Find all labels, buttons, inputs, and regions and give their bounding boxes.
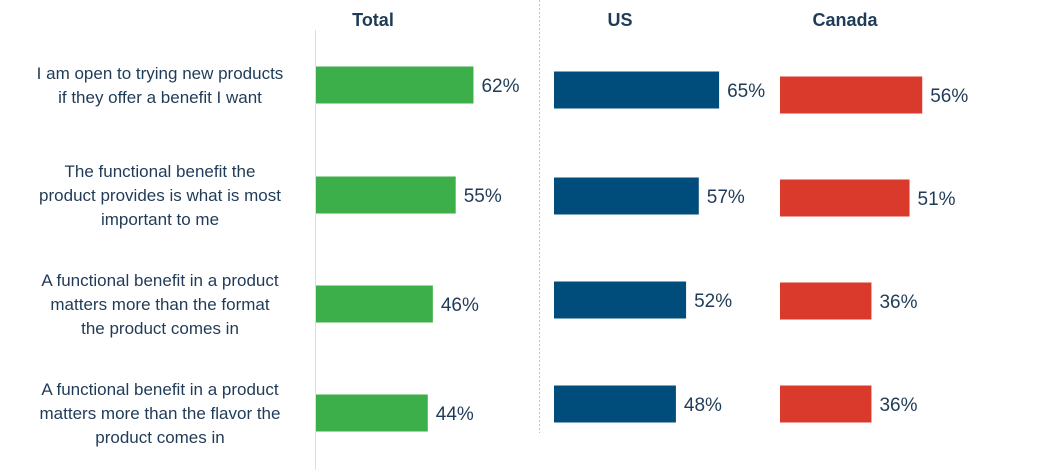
bar-total-3 bbox=[316, 285, 433, 323]
category-label-4-line-3: product comes in bbox=[95, 428, 224, 447]
value-label-canada-3: 36% bbox=[879, 292, 917, 313]
bar-total-2 bbox=[316, 176, 456, 214]
bar-canada-2 bbox=[780, 179, 910, 217]
category-label-1-line-2: if they offer a benefit I want bbox=[58, 88, 262, 107]
value-label-total-2: 55% bbox=[464, 186, 502, 207]
value-label-us-2: 57% bbox=[707, 187, 745, 208]
category-label-4-line-2: matters more than the flavor the bbox=[40, 404, 281, 423]
category-label-2-line-1: The functional benefit the bbox=[65, 162, 256, 181]
bar-us-2 bbox=[554, 177, 699, 215]
header-us: US bbox=[607, 10, 632, 30]
bar-us-1 bbox=[554, 71, 720, 109]
value-label-total-3: 46% bbox=[441, 295, 479, 316]
category-label-2-line-2: product provides is what is most bbox=[39, 186, 281, 205]
category-label-4-line-1: A functional benefit in a product bbox=[41, 380, 278, 399]
category-label-3-line-3: the product comes in bbox=[81, 319, 239, 338]
value-label-canada-1: 56% bbox=[930, 86, 968, 107]
category-label-1-line-1: I am open to trying new products bbox=[37, 64, 284, 83]
category-label-3-line-1: A functional benefit in a product bbox=[41, 271, 278, 290]
bar-total-4 bbox=[316, 394, 428, 432]
bar-canada-4 bbox=[780, 385, 872, 423]
header-total: Total bbox=[352, 10, 394, 30]
value-label-us-3: 52% bbox=[694, 291, 732, 312]
bar-canada-1 bbox=[780, 76, 923, 114]
value-label-canada-4: 36% bbox=[879, 395, 917, 416]
category-label-3-line-2: matters more than the format bbox=[50, 295, 269, 314]
value-label-us-4: 48% bbox=[684, 395, 722, 416]
header-canada: Canada bbox=[812, 10, 878, 30]
category-label-2-line-3: important to me bbox=[101, 210, 219, 229]
bar-us-4 bbox=[554, 385, 676, 423]
value-label-total-4: 44% bbox=[436, 404, 474, 425]
bar-us-3 bbox=[554, 281, 687, 319]
value-label-total-1: 62% bbox=[481, 76, 519, 97]
bar-total-1 bbox=[316, 66, 474, 104]
bar-canada-3 bbox=[780, 282, 872, 320]
value-label-us-1: 65% bbox=[727, 81, 765, 102]
value-label-canada-2: 51% bbox=[918, 189, 956, 210]
